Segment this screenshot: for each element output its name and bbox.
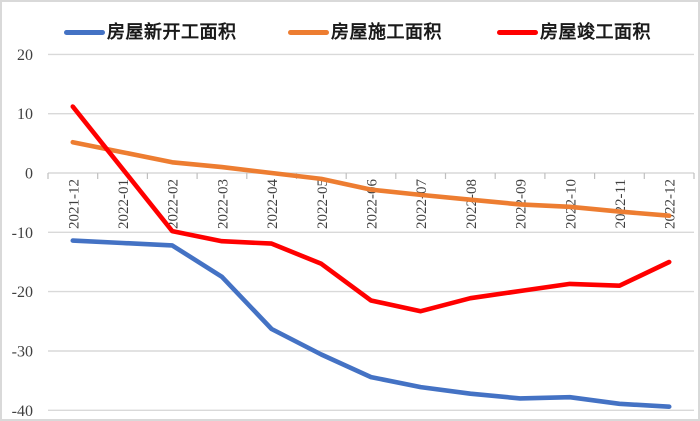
legend-item-new-starts: 房屋新开工面积 [64,21,237,43]
x-axis-label: 2022-07 [414,179,430,229]
legend-item-under-construction: 房屋施工面积 [288,21,442,43]
x-axis-label: 2022-11 [613,179,629,228]
legend-swatch-under-construction [288,29,329,35]
y-axis-tick-label: -10 [12,225,33,242]
y-axis-tick-label: -20 [12,284,33,301]
legend-item-completed: 房屋竣工面积 [497,21,651,43]
series-line-1 [70,139,672,218]
x-axis-label: 2022-10 [563,179,579,229]
x-axis-label: 2022-12 [663,179,679,229]
legend-swatch-new-starts [64,29,105,35]
x-axis-label: 2022-06 [365,179,381,229]
x-axis-label: 2021-12 [66,179,82,229]
x-axis-label: 2022-02 [166,179,182,229]
y-axis-tick-label: -40 [12,403,33,420]
x-axis-label: 2022-08 [464,179,480,229]
legend-swatch-completed [497,29,538,35]
x-axis-label: 2022-05 [315,179,331,229]
x-axis-label: 2022-03 [215,179,231,229]
y-axis-tick-label: -30 [12,344,33,361]
legend-label-completed: 房屋竣工面积 [540,22,651,42]
series-line-2 [70,104,672,314]
y-axis-tick-label: 20 [17,47,33,64]
x-axis-label: 2022-04 [265,179,281,229]
series-line-0 [70,238,672,410]
legend: 房屋新开工面积 房屋施工面积 房屋竣工面积 [2,2,698,48]
legend-label-under-construction: 房屋施工面积 [331,22,442,42]
y-axis-tick-label: 0 [25,166,33,183]
y-axis-tick-label: 10 [17,106,33,123]
x-axis-label: 2022-01 [116,179,132,229]
legend-label-new-starts: 房屋新开工面积 [107,22,237,42]
